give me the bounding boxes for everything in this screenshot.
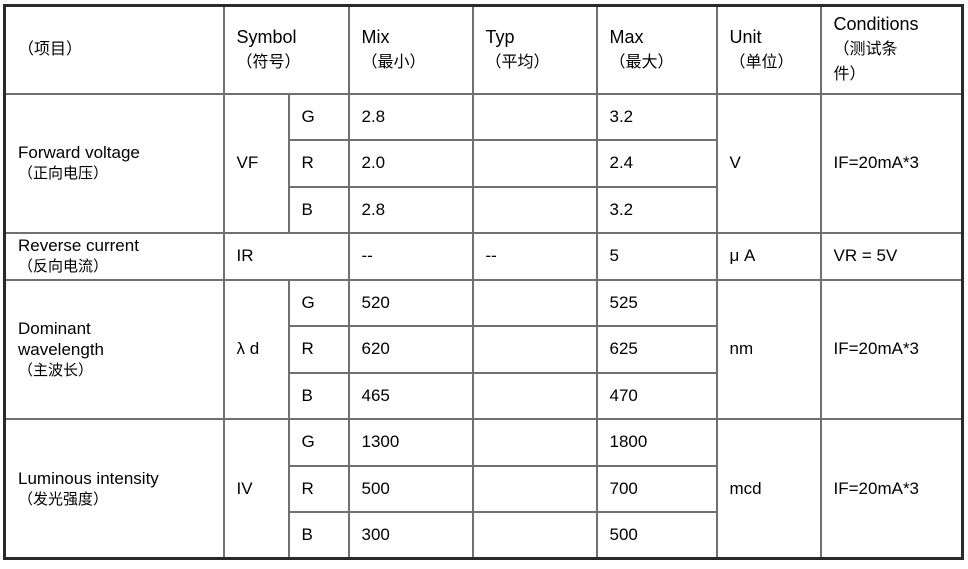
conditions-cell: VR = 5V [819,232,964,281]
header-max-en: Max [609,26,644,47]
min-value-cell: 1300 [347,418,474,467]
header-unit-en: Unit [729,26,762,47]
header-min-en: Mix [361,26,390,47]
header-unit-zh: （单位） [729,53,794,71]
typ-value-cell [471,371,598,420]
channel-cell: B [287,185,350,234]
header-max-zh: （最大） [609,53,674,71]
item-cell-dominant-wavelength: Dominant wavelength （主波长） [3,278,225,420]
max-value-cell: 700 [595,464,718,513]
max-value-cell: 1800 [595,418,718,467]
typ-value-cell [471,278,598,327]
header-typ-en: Typ [485,26,515,47]
min-value-cell: 300 [347,511,474,560]
conditions-cell: IF=20mA*3 [819,92,964,234]
max-value-cell: 470 [595,371,718,420]
header-unit: Unit （单位） [715,4,822,95]
table-row: Luminous intensity （发光强度） IV G 1300 1800… [3,418,964,560]
header-max: Max （最大） [595,4,718,95]
min-value-cell: 500 [347,464,474,513]
table-row: Forward voltage （正向电压） VF G 2.8 3.2 V IF… [3,92,964,234]
spec-table: （项目） Symbol （符号） Mix （最小） Typ （平均） Max （… [3,4,964,560]
header-min-zh: （最小） [361,53,426,71]
symbol-cell-ir: IR [222,232,350,281]
typ-value-cell [471,92,598,141]
header-symbol-en: Symbol [236,26,297,47]
typ-value-cell [471,185,598,234]
min-value-cell: 620 [347,325,474,374]
unit-cell: nm [715,278,822,420]
table-row: B 300 500 [5,511,963,560]
item-en: Dominant wavelength [18,318,105,359]
min-value-cell: 465 [347,371,474,420]
item-zh: （发光强度） [18,490,109,508]
item-en: Forward voltage [18,143,140,163]
unit-cell: V [715,92,822,234]
channel-cell: G [287,418,350,467]
max-value-cell: 3.2 [595,92,718,141]
channel-cell: R [287,139,350,188]
item-cell-forward-voltage: Forward voltage （正向电压） [3,92,225,234]
symbol-cell-lambda-d: λ d [222,278,290,420]
channel-cell: R [287,325,350,374]
min-value-cell: 2.0 [347,139,474,188]
channel-cell: G [287,92,350,141]
header-item: （项目） [3,4,225,95]
header-typ: Typ （平均） [471,4,598,95]
item-zh: （正向电压） [18,165,109,183]
typ-value-cell [471,511,598,560]
header-item-label: （项目） [18,41,83,59]
item-cell-luminous-intensity: Luminous intensity （发光强度） [3,418,225,560]
channel-cell: B [287,511,350,560]
table-row: B 465 470 [5,371,963,420]
header-min: Mix （最小） [347,4,474,95]
min-value-cell: 2.8 [347,92,474,141]
item-cell-reverse-current: Reverse current （反向电流） [3,232,225,281]
channel-cell: R [287,464,350,513]
typ-value-cell [471,139,598,188]
header-conditions: Conditions （测试条件） [819,4,964,95]
table-row: Dominant wavelength （主波长） λ d G 520 525 … [3,278,964,420]
header-conditions-en: Conditions [833,14,919,35]
typ-value-cell [471,464,598,513]
max-value-cell: 5 [595,232,718,281]
item-zh: （主波长） [18,361,94,379]
symbol-cell-iv: IV [222,418,290,560]
unit-cell: mcd [715,418,822,560]
header-symbol: Symbol （符号） [222,4,350,95]
channel-cell: G [287,278,350,327]
max-value-cell: 2.4 [595,139,718,188]
header-symbol-zh: （符号） [236,53,301,71]
symbol-cell-vf: VF [222,92,290,234]
page: （项目） Symbol （符号） Mix （最小） Typ （平均） Max （… [3,4,964,560]
max-value-cell: 500 [595,511,718,560]
table-row: R 2.0 2.4 [5,139,963,188]
header-typ-zh: （平均） [485,53,550,71]
max-value-cell: 625 [595,325,718,374]
min-value-cell: 520 [347,278,474,327]
channel-cell: B [287,371,350,420]
min-value-cell: 2.8 [347,185,474,234]
item-en: Luminous intensity [18,468,159,488]
typ-value-cell [471,325,598,374]
max-value-cell: 3.2 [595,185,718,234]
typ-value-cell [471,418,598,467]
unit-cell: μ A [715,232,822,281]
header-row: （项目） Symbol （符号） Mix （最小） Typ （平均） Max （… [3,4,964,95]
conditions-cell: IF=20mA*3 [819,278,964,420]
item-en: Reverse current [18,236,139,256]
table-row: B 2.8 3.2 [5,185,963,234]
typ-value-cell: -- [471,232,598,281]
conditions-cell: IF=20mA*3 [819,418,964,560]
item-zh: （反向电流） [18,258,109,276]
table-row: Reverse current （反向电流） IR -- -- 5 μ A VR… [3,232,964,281]
header-conditions-zh: （测试条件） [833,41,898,84]
table-row: R 500 700 [5,464,963,513]
table-row: R 620 625 [5,325,963,374]
min-value-cell: -- [347,232,474,281]
max-value-cell: 525 [595,278,718,327]
